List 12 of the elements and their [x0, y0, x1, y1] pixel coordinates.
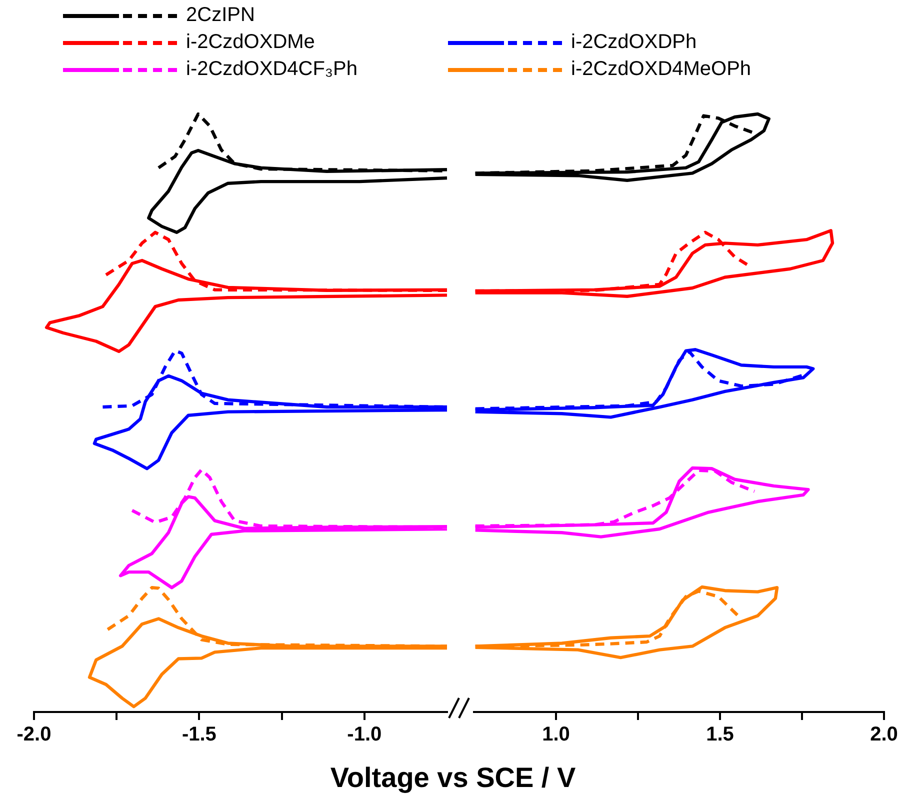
legend-label: i-2CzdOXDPh — [571, 31, 697, 54]
x-tick-label: 1.0 — [542, 724, 570, 746]
x-axis-title: Voltage vs SCE / V — [329, 762, 577, 794]
legend-label: 2CzIPN — [186, 4, 255, 27]
legend-label: i-2CzdOXD4MeOPh — [571, 58, 752, 81]
x-tick-label: -2.0 — [16, 724, 52, 746]
legend-label: i-2CzdOXDMe — [186, 31, 315, 54]
x-tick-label: -1.0 — [347, 724, 382, 746]
x-tick-label: -1.5 — [182, 724, 216, 746]
legend-label: i-2CzdOXD4CF₃Ph — [186, 58, 358, 81]
x-tick-label: 1.5 — [706, 724, 734, 746]
x-tick-label: 2.0 — [870, 724, 898, 746]
